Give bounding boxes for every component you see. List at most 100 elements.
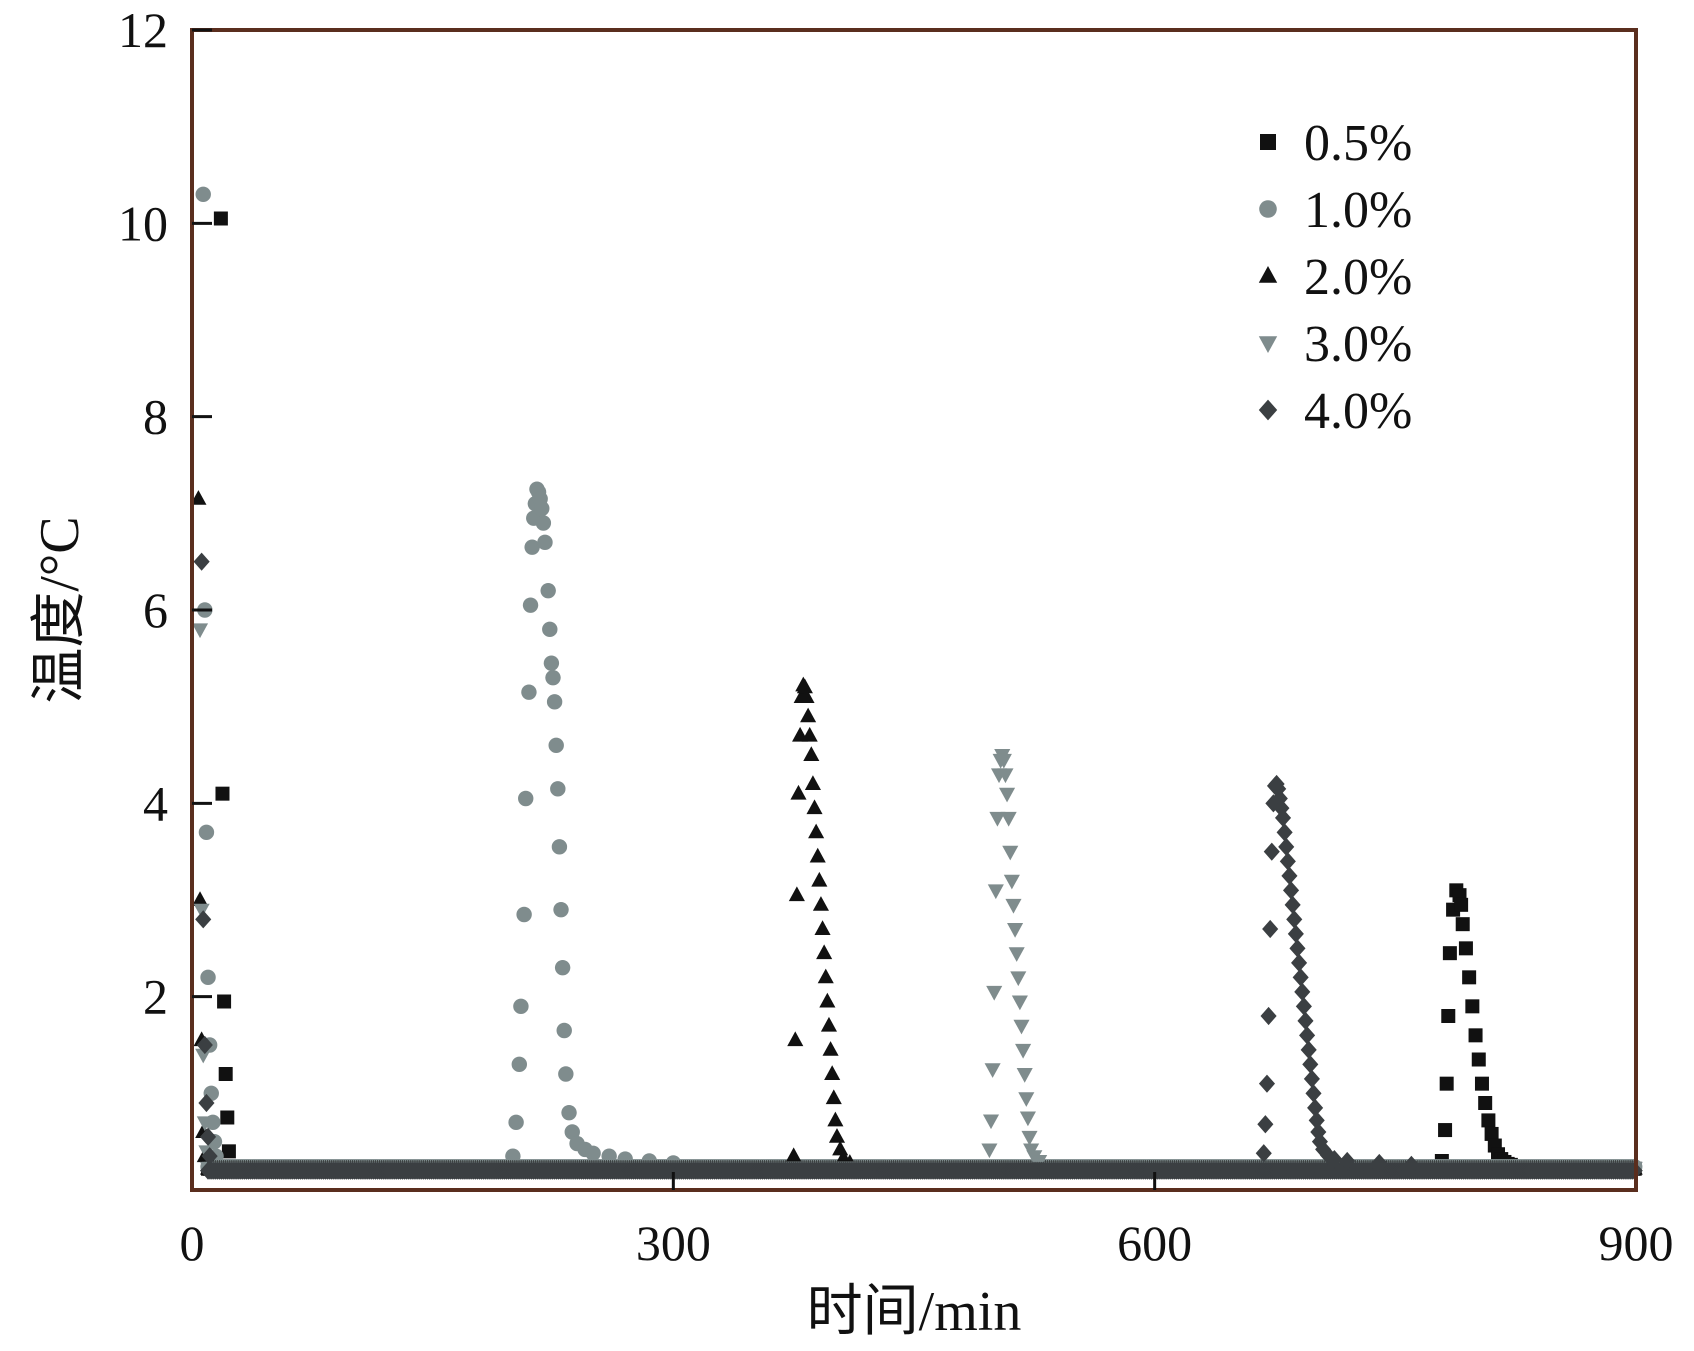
x-tick-label: 0 xyxy=(180,1215,205,1271)
data-point xyxy=(804,775,821,790)
data-point xyxy=(1262,919,1279,939)
data-point xyxy=(1471,1052,1486,1067)
data-point xyxy=(217,994,232,1009)
data-point xyxy=(1371,1153,1388,1173)
data-point xyxy=(199,1127,217,1146)
data-point xyxy=(556,1022,572,1039)
legend-item: 3.0% xyxy=(1258,316,1412,373)
data-point xyxy=(1294,982,1311,1001)
data-point xyxy=(1481,1113,1496,1128)
data-point xyxy=(800,707,817,723)
y-axis-label: 温度/°C xyxy=(29,516,91,703)
data-point xyxy=(542,621,558,638)
data-point xyxy=(1302,1055,1319,1074)
data-point xyxy=(1300,1040,1317,1059)
series-0.5% xyxy=(201,211,1642,1176)
data-point xyxy=(812,896,829,911)
data-point xyxy=(816,944,833,960)
data-point xyxy=(1438,1123,1453,1138)
data-point xyxy=(1468,1028,1483,1043)
y-tick-label: 2 xyxy=(143,969,168,1025)
legend-label: 1.0% xyxy=(1304,182,1412,239)
data-point xyxy=(200,969,216,986)
data-point xyxy=(817,968,834,984)
series-layer xyxy=(190,186,1643,1180)
data-point xyxy=(220,1110,235,1125)
data-point xyxy=(1310,1122,1327,1142)
data-point xyxy=(193,552,210,571)
data-point xyxy=(1279,852,1296,871)
plot-frame xyxy=(190,28,1638,1192)
data-point xyxy=(558,1066,574,1082)
data-point xyxy=(790,784,807,800)
data-point xyxy=(796,678,813,694)
data-point xyxy=(1255,1144,1272,1163)
data-point xyxy=(508,1114,524,1131)
data-point xyxy=(535,515,552,531)
x-tick-label: 600 xyxy=(1117,1215,1192,1271)
data-point xyxy=(554,959,571,976)
data-point xyxy=(1307,1098,1324,1117)
data-point xyxy=(1002,845,1019,861)
data-point xyxy=(550,781,566,797)
data-point xyxy=(191,891,209,906)
data-point xyxy=(1299,1026,1316,1045)
data-point xyxy=(819,992,836,1008)
data-point xyxy=(995,753,1012,769)
data-point xyxy=(221,1144,236,1159)
data-point xyxy=(801,726,818,742)
data-point xyxy=(808,823,825,839)
data-point xyxy=(1462,970,1477,985)
data-point xyxy=(832,1140,849,1156)
legend-item: 1.0% xyxy=(1259,182,1412,239)
legend-item: 0.5% xyxy=(1260,115,1412,172)
data-point xyxy=(1263,842,1280,861)
data-point xyxy=(513,998,529,1015)
legend: 0.5% 1.0% 2.0% 3.0% 4.0% xyxy=(1258,115,1412,440)
data-point xyxy=(982,1114,1000,1130)
y-axis: 2 4 6 8 10 12 xyxy=(118,2,212,1025)
data-point xyxy=(524,539,540,555)
data-point xyxy=(1458,941,1473,956)
legend-label: 0.5% xyxy=(1304,115,1412,172)
data-point xyxy=(1282,881,1300,900)
x-axis-label: 时间/min xyxy=(807,1281,1022,1343)
data-point xyxy=(981,1143,998,1159)
data-point xyxy=(1326,1149,1343,1169)
data-point xyxy=(820,1016,838,1032)
series-2.0% xyxy=(190,490,1643,1175)
data-point xyxy=(1339,1151,1356,1171)
data-point xyxy=(1011,995,1028,1011)
data-point xyxy=(191,623,209,639)
data-point xyxy=(1286,910,1303,929)
data-point xyxy=(548,737,564,754)
data-point xyxy=(516,906,532,923)
data-point xyxy=(989,811,1006,827)
data-point xyxy=(1257,1115,1274,1134)
data-point xyxy=(585,1145,601,1161)
legend-label: 2.0% xyxy=(1304,249,1412,306)
data-point xyxy=(997,768,1014,784)
data-point xyxy=(198,1093,215,1113)
series-1.0% xyxy=(195,186,1643,1175)
legend-item: 4.0% xyxy=(1258,383,1412,440)
series-3.0% xyxy=(191,623,1643,1177)
data-point xyxy=(1018,1092,1035,1107)
data-point xyxy=(545,669,561,686)
data-point xyxy=(1276,823,1293,842)
y-tick-label: 12 xyxy=(118,2,168,58)
data-point xyxy=(828,1128,846,1143)
data-point xyxy=(787,1031,804,1047)
data-point xyxy=(1013,1019,1030,1035)
data-point xyxy=(1003,874,1020,890)
data-point xyxy=(1281,866,1298,885)
data-point xyxy=(999,787,1016,803)
data-point xyxy=(1019,1111,1036,1127)
data-point xyxy=(561,1104,577,1121)
data-point xyxy=(1454,897,1469,912)
data-point xyxy=(1289,939,1306,958)
data-point xyxy=(1016,1068,1033,1083)
data-point xyxy=(201,1147,218,1166)
data-point xyxy=(1484,1126,1499,1141)
